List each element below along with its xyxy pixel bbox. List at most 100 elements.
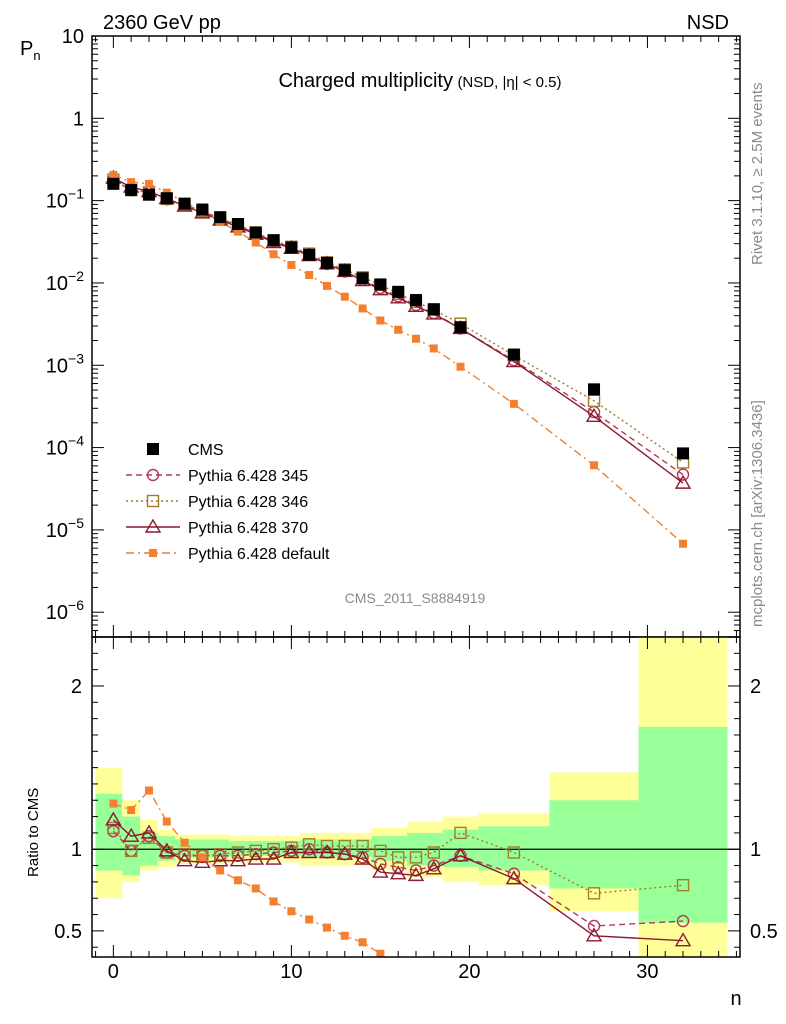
main-point-pdefault: [376, 316, 385, 325]
ratio-point-pdefault: [251, 884, 260, 893]
ratio-point-p346: [409, 851, 423, 864]
main-point-p370: [585, 407, 603, 422]
ratio-point-pdefault: [340, 931, 349, 940]
main-ytick-label-mantissa: 10: [46, 355, 68, 377]
main-point-cms: [303, 248, 316, 261]
band-green-12: [638, 726, 728, 923]
ratio-point-pdefault: [180, 838, 189, 847]
band-green-0: [95, 793, 123, 871]
ratio-point-p370: [354, 850, 371, 865]
ratio-point-p370: [211, 852, 229, 867]
ratio-xtick-label: 20: [458, 961, 480, 983]
ratio-point-p346: [231, 846, 245, 859]
ratio-point-p370: [452, 847, 469, 862]
y-axis-label: Pn: [20, 38, 41, 63]
legend-item-p346: Pythia 6.428 346: [126, 494, 308, 511]
ratio-xtick-label: 30: [636, 961, 658, 983]
ratio-point-p346: [213, 847, 227, 861]
ratio-point-p370: [140, 824, 158, 839]
ratio-point-p346: [507, 846, 521, 859]
main-series-cms: [107, 177, 690, 460]
main-point-pdefault: [394, 325, 403, 334]
ratio-axis-ticks: 0.5 0.51 12 20 10 20 30: [54, 637, 778, 983]
band-green-10: [478, 826, 550, 871]
legend-marker-pdefault: [149, 549, 157, 557]
ratio-point-p346: [374, 844, 387, 858]
main-ytick-label-exponent: −6: [68, 597, 84, 613]
ratio-point-p346: [338, 839, 351, 853]
main-point-pdefault: [679, 539, 688, 548]
main-ytick-label: 10−1: [46, 186, 84, 213]
main-point-pdefault: [269, 250, 278, 259]
main-point-pdefault: [251, 238, 260, 247]
main-point-p345: [676, 468, 690, 481]
main-ytick-label-mantissa: 10: [46, 273, 68, 295]
ratio-point-pdefault: [144, 786, 153, 795]
ratio-point-p370: [318, 844, 336, 859]
legend-item-p345: Pythia 6.428 345: [126, 468, 308, 485]
ratio-ytick-label-left: 1: [71, 839, 82, 861]
ratio-point-p370: [300, 844, 318, 859]
main-point-cms: [285, 241, 298, 254]
ratio-point-p370: [336, 845, 354, 860]
legend: CMS Pythia 6.428 345 Pythia 6.428 346 Pythi…: [126, 442, 330, 563]
main-ytick-label-exponent: −2: [68, 268, 84, 284]
band-green-3: [157, 836, 176, 861]
ratio-series-p370: [105, 811, 692, 947]
ratio-y-axis-label: Ratio to CMS: [25, 788, 42, 877]
main-point-pdefault: [233, 227, 242, 236]
main-point-cms: [249, 226, 262, 239]
ratio-point-pdefault: [109, 799, 118, 808]
main-point-pdefault: [412, 334, 420, 343]
main-ytick-label-mantissa: 10: [46, 191, 68, 213]
band-green-11: [549, 800, 639, 889]
y-axis-label-main: P: [20, 38, 33, 60]
ratio-uncertainty-bands: [92, 637, 740, 957]
main-point-cms: [427, 303, 440, 316]
ratio-point-p370: [389, 865, 407, 880]
main-point-cms: [677, 447, 690, 460]
ratio-point-p346: [178, 847, 191, 861]
ratio-point-pdefault: [127, 806, 136, 815]
main-point-cms: [588, 383, 601, 396]
ratio-ytick-label-right: 0.5: [750, 921, 778, 943]
ratio-point-p346: [302, 838, 316, 851]
main-point-cms: [338, 264, 351, 277]
legend-marker-p346: [146, 494, 160, 508]
main-ytick-label: 10: [62, 26, 84, 48]
ratio-point-p370: [158, 842, 175, 857]
side-label-top: Rivet 3.1.10, ≥ 2.5M events: [749, 83, 766, 266]
ratio-line-pdefault: [113, 789, 381, 955]
ratio-point-p370: [247, 850, 264, 865]
ratio-xtick-label: 0: [108, 961, 119, 983]
main-ytick-label-mantissa: 1: [73, 108, 84, 130]
ratio-point-pdefault: [358, 938, 367, 947]
ratio-point-p346: [124, 844, 138, 858]
ratio-point-p346: [587, 887, 601, 900]
ratio-point-pdefault: [287, 907, 296, 916]
main-point-pdefault: [144, 179, 153, 188]
ratio-point-pdefault: [233, 876, 242, 885]
main-ytick-label-mantissa: 10: [46, 602, 68, 624]
ratio-point-p346: [427, 846, 441, 859]
main-line-p346: [113, 178, 684, 463]
main-point-pdefault: [305, 270, 314, 279]
ratio-point-p370: [105, 811, 122, 826]
main-point-pdefault: [322, 281, 331, 290]
legend-label-cms: CMS: [188, 442, 224, 459]
main-ytick-label: 10−4: [46, 433, 84, 460]
ratio-point-p345: [676, 914, 690, 928]
ratio-point-p346: [454, 826, 467, 840]
ratio-point-pdefault: [376, 949, 385, 957]
band-green-5: [229, 841, 301, 856]
legend-label-p370: Pythia 6.428 370: [188, 520, 308, 537]
main-point-cms: [454, 321, 467, 334]
main-point-pdefault: [590, 461, 599, 470]
chart-title: Charged multiplicity (NSD, |η| < 0.5): [278, 70, 561, 92]
legend-item-p370: Pythia 6.428 370: [126, 518, 308, 537]
ratio-point-p370: [372, 863, 389, 878]
ratio-point-p346: [249, 844, 262, 858]
ratio-point-p370: [585, 927, 603, 942]
